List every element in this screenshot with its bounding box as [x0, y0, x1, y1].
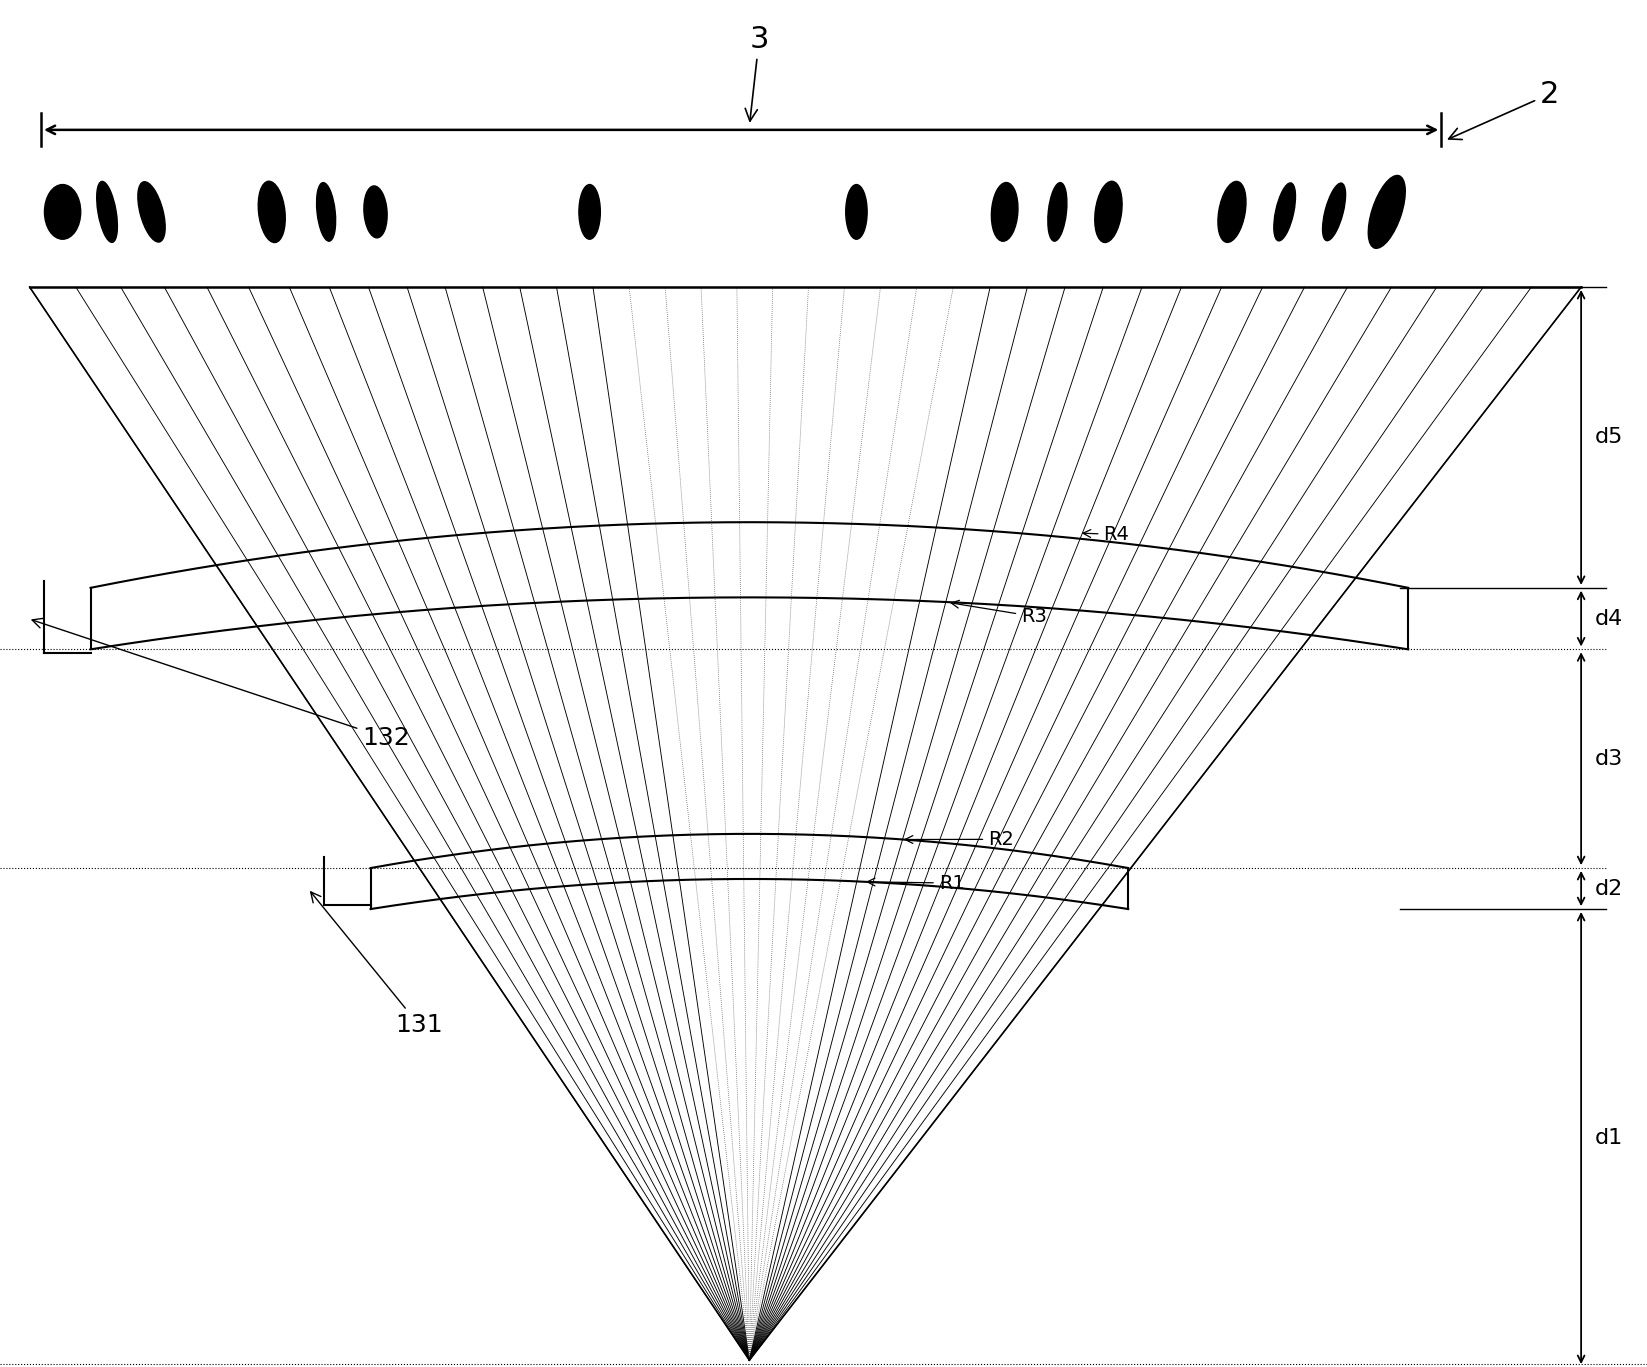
- Ellipse shape: [580, 185, 601, 239]
- Text: 2: 2: [1449, 79, 1560, 139]
- Text: R1: R1: [868, 874, 965, 893]
- Ellipse shape: [97, 182, 117, 242]
- Text: d1: d1: [1594, 1128, 1622, 1148]
- Ellipse shape: [44, 185, 81, 239]
- Text: 3: 3: [744, 25, 769, 122]
- Ellipse shape: [847, 185, 868, 239]
- Ellipse shape: [138, 182, 165, 242]
- Text: d3: d3: [1594, 749, 1622, 768]
- Text: d5: d5: [1594, 428, 1622, 447]
- Ellipse shape: [1047, 183, 1067, 241]
- Text: R2: R2: [906, 830, 1015, 849]
- Ellipse shape: [364, 186, 387, 238]
- Ellipse shape: [259, 182, 285, 242]
- Ellipse shape: [316, 183, 336, 241]
- Ellipse shape: [1217, 182, 1247, 242]
- Ellipse shape: [1369, 175, 1405, 249]
- Text: d4: d4: [1594, 608, 1622, 629]
- Text: d2: d2: [1594, 879, 1622, 898]
- Ellipse shape: [1323, 183, 1346, 241]
- Text: R3: R3: [952, 600, 1047, 626]
- Text: 131: 131: [311, 891, 443, 1038]
- Ellipse shape: [1095, 182, 1122, 242]
- Ellipse shape: [991, 183, 1018, 241]
- Text: 132: 132: [31, 618, 410, 750]
- Text: R4: R4: [1084, 525, 1130, 544]
- Ellipse shape: [1273, 183, 1296, 241]
